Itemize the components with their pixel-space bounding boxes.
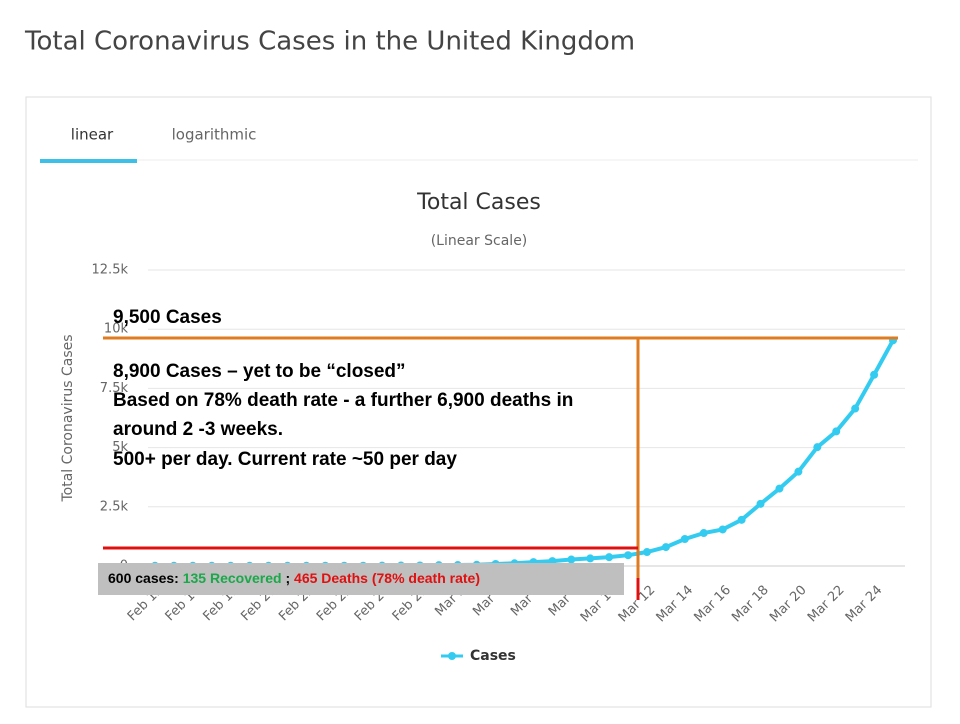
data-point — [586, 554, 595, 563]
data-point — [756, 499, 765, 508]
tab-indicator — [40, 159, 137, 163]
card — [25, 96, 932, 708]
tab[interactable]: linear — [71, 126, 114, 144]
chart-title: Total Cases — [416, 190, 541, 215]
data-point — [624, 551, 633, 560]
annotation-text: around 2 -3 weeks. — [113, 419, 283, 440]
data-point — [605, 553, 614, 562]
data-point — [643, 548, 651, 557]
data-point — [718, 525, 727, 534]
box-separator: ; — [285, 570, 290, 586]
box-cases: 600 cases: — [108, 570, 179, 586]
data-point — [775, 484, 784, 493]
annotation-text: Based on 78% death rate - a further 6,90… — [113, 390, 573, 411]
chart-subtitle: (Linear Scale) — [431, 233, 528, 249]
data-point — [851, 404, 860, 413]
data-point — [832, 427, 841, 436]
annotation-box-text: 600 cases: 135 Recovered ; 465 Deaths (7… — [108, 570, 480, 586]
tab[interactable]: logarithmic — [172, 126, 257, 144]
data-point — [813, 443, 822, 452]
legend-marker — [448, 652, 456, 660]
data-point — [699, 529, 708, 538]
data-point — [794, 467, 803, 476]
legend-label: Cases — [470, 648, 516, 664]
y-tick-label: 12.5k — [92, 263, 129, 278]
y-tick-label: 7.5k — [100, 381, 129, 396]
data-point — [680, 535, 689, 544]
annotation-box — [98, 563, 624, 595]
annotation-text: 8,900 Cases – yet to be “closed” — [113, 361, 406, 382]
y-tick-label: 10k — [104, 322, 129, 337]
y-tick-label: 5k — [112, 440, 128, 455]
box-recovered: 135 Recovered — [183, 570, 282, 586]
y-axis-label: Total Coronavirus Cases — [60, 334, 76, 502]
data-point — [870, 370, 879, 379]
box-deaths: 465 Deaths (78% death rate) — [294, 570, 480, 586]
annotation-text: 9,500 Cases — [113, 307, 222, 328]
legend[interactable]: Cases — [441, 648, 516, 664]
annotations: 9,500 Cases 8,900 Cases – yet to be “clo… — [98, 307, 898, 600]
data-point — [661, 543, 670, 552]
y-tick-label: 2.5k — [100, 499, 129, 514]
page-title: Total Coronavirus Cases in the United Ki… — [24, 27, 635, 57]
data-point — [567, 555, 576, 564]
annotation-text: 500+ per day. Current rate ~50 per day — [113, 449, 457, 470]
data-point — [737, 515, 746, 524]
